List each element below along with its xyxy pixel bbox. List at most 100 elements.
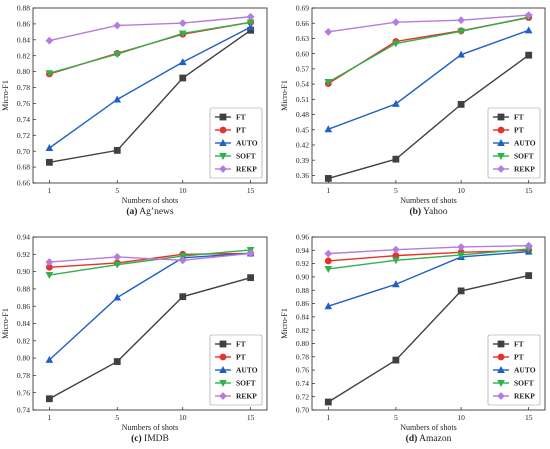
y-axis-label: Micro-F1 [1,80,10,111]
panel-caption-name: Amazon [417,434,451,444]
panel-caption-label: (c) [131,433,142,444]
y-tick-label: 0.94 [296,246,309,255]
data-point-ft [247,274,255,282]
legend-entry-auto: AUTO [236,139,258,148]
y-tick-label: 0.72 [296,392,309,401]
y-tick-label: 0.82 [296,326,309,335]
y-tick-label: 0.80 [17,67,30,76]
y-tick-label: 0.48 [296,110,309,119]
y-tick-label: 0.69 [296,4,309,13]
data-point-soft [113,51,122,59]
x-tick-label: 10 [179,413,187,422]
legend-marker-pt [497,126,505,134]
y-tick-label: 0.70 [17,147,30,156]
legend-marker-rekp [219,392,227,400]
data-point-rekp [178,256,187,265]
y-tick-label: 0.66 [296,19,309,28]
x-tick-label: 1 [326,413,330,422]
data-point-ft [45,395,53,403]
panel-caption-name: Ag’news [137,207,173,217]
data-point-rekp [178,19,187,28]
legend: FT PT AUTO SOFT REKP [209,334,263,406]
series-line-ft [49,29,252,164]
data-point-auto [457,50,465,58]
panel-caption: (c) IMDB [131,433,169,444]
legend-marker-ft [219,340,227,348]
y-tick-label: 0.84 [17,319,30,328]
data-point-rekp [45,258,54,266]
legend: FT PT AUTO SOFT REKP [487,107,541,179]
legend: FT PT AUTO SOFT REKP [209,107,263,179]
series-line-ft [327,274,529,403]
series-rekp [45,12,255,45]
y-tick-label: 0.92 [296,259,309,268]
y-tick-label: 0.36 [296,171,309,180]
panel-caption: (d) Amazon [406,433,452,444]
legend-entry-soft: SOFT [514,152,534,161]
data-point-ft [45,158,53,166]
series-line-ft [328,54,530,180]
legend-entry-auto: AUTO [514,366,536,375]
data-point-ft [525,51,533,59]
series-line-rekp [328,14,529,33]
legend: FT PT AUTO SOFT REKP [487,334,541,406]
x-axis-label: Numbers of shots [400,423,456,432]
data-point-soft [45,70,54,78]
series-soft [45,19,255,78]
legend-marker-ft [219,113,227,121]
legend-entry-rekp: REKP [236,165,257,174]
series-line-soft [49,249,251,276]
legend-marker-pt [219,353,227,361]
legend-entry-pt: PT [514,126,524,135]
y-tick-label: 0.96 [296,233,309,242]
x-tick-label: 5 [394,413,398,422]
series-line-auto [48,252,251,361]
data-point-rekp [457,16,466,25]
legend-entry-soft: SOFT [236,379,256,388]
y-tick-label: 0.76 [17,99,30,108]
legend-box [487,334,541,406]
series-ft [324,51,533,182]
y-tick-label: 0.63 [296,34,309,43]
data-point-ft [525,272,533,279]
data-point-auto [113,293,122,301]
chart-panel-3: 0.74 0.76 0.78 0.80 0.82 0.84 0.86 0.88 0.90 0.92… [1,233,268,444]
y-tick-label: 0.92 [17,250,30,259]
data-point-ft [113,358,121,365]
x-tick-label: 1 [48,413,52,422]
y-tick-label: 0.74 [17,115,30,124]
legend-marker-soft [497,380,505,387]
x-tick-label: 15 [247,186,255,195]
y-tick-label: 0.60 [296,49,309,58]
series-rekp [45,249,255,266]
data-point-soft [246,19,255,27]
legend-marker-auto [497,366,505,373]
data-point-auto [45,144,54,151]
chart-panel-1: 0.66 0.68 0.70 0.72 0.74 0.76 0.78 0.80 0.82 0.84… [1,4,268,217]
data-point-ft [324,175,332,182]
legend-marker-pt [219,126,227,134]
legend-entry-rekp: REKP [514,392,535,401]
legend-entry-pt: PT [236,353,246,362]
data-point-soft [324,265,333,273]
legend-marker-auto [219,139,227,146]
legend-entry-ft: FT [514,113,524,122]
data-point-auto [113,95,122,103]
data-point-soft [392,257,400,265]
data-point-auto [524,26,533,34]
data-point-rekp [113,21,122,30]
legend-entry-rekp: REKP [514,165,535,174]
panel-caption-name: IMDB [142,434,169,444]
x-tick-label: 1 [326,186,330,195]
legend-marker-ft [497,340,505,348]
legend-entry-pt: PT [514,353,524,362]
data-point-pt [324,257,332,265]
y-tick-label: 0.84 [296,312,309,321]
series-line-rekp [49,252,251,263]
data-point-auto [324,125,333,133]
data-point-rekp [45,36,54,45]
data-point-rekp [457,243,466,251]
x-tick-label: 10 [457,413,465,422]
data-point-auto [392,99,400,107]
